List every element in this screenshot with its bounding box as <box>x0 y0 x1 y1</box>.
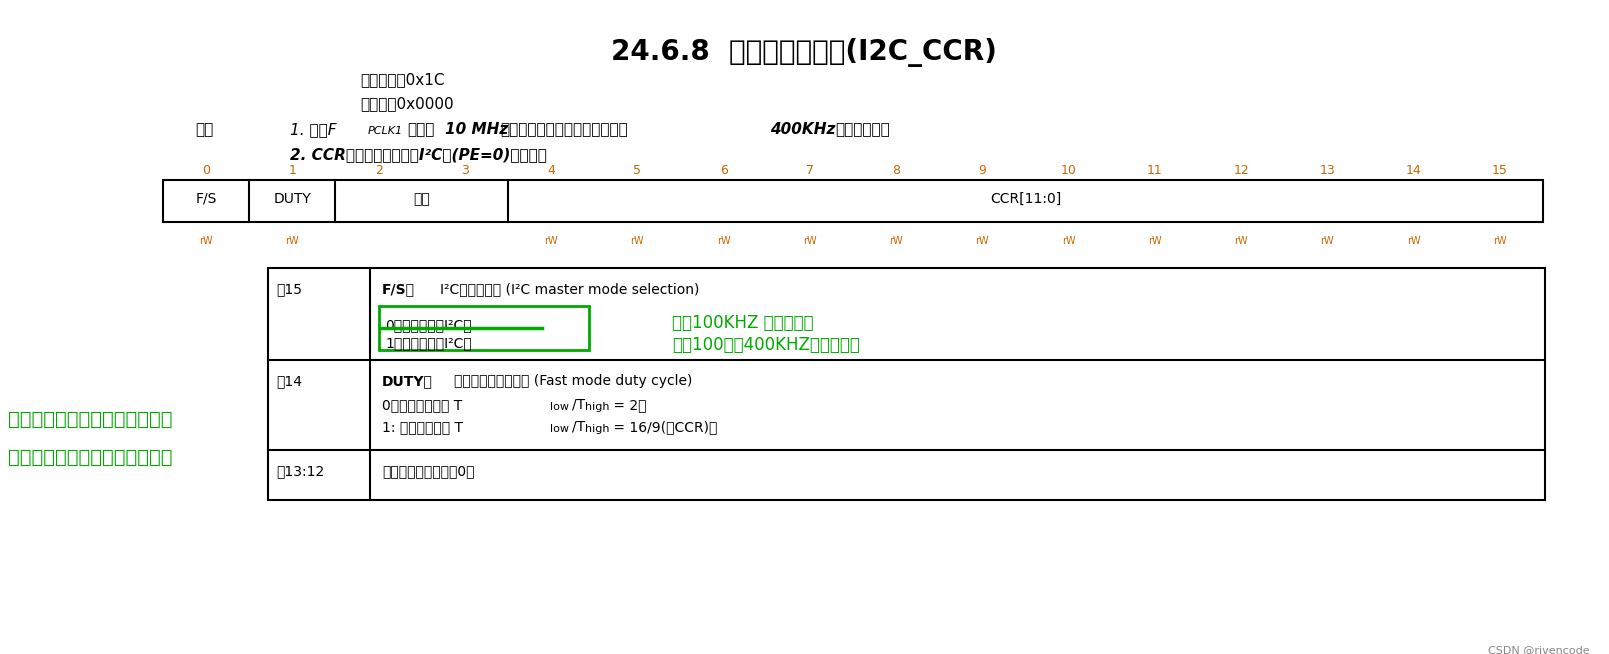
Text: rW: rW <box>1062 236 1075 246</box>
Bar <box>380 306 589 350</box>
Text: 的快速时钟。: 的快速时钟。 <box>835 122 890 137</box>
Text: 8: 8 <box>891 164 899 177</box>
Text: 位15: 位15 <box>277 282 302 296</box>
Text: rW: rW <box>200 236 212 246</box>
Text: 12: 12 <box>1232 164 1249 177</box>
Text: 7: 7 <box>806 164 814 177</box>
Text: rW: rW <box>718 236 730 246</box>
Text: 注：: 注： <box>195 122 214 137</box>
Text: 6: 6 <box>719 164 727 177</box>
Text: 2. CCR寄存器只有在关闭I²C时(PE=0)才能设置: 2. CCR寄存器只有在关闭I²C时(PE=0)才能设置 <box>290 147 547 162</box>
Text: 高于100小于400KHZ是快速模式: 高于100小于400KHZ是快速模式 <box>673 336 859 354</box>
Text: 1: 1 <box>288 164 296 177</box>
Text: rW: rW <box>631 236 644 246</box>
Text: 0: 0 <box>203 164 211 177</box>
Text: rW: rW <box>803 236 817 246</box>
Text: DUTY: DUTY <box>274 192 311 206</box>
Text: 15: 15 <box>1492 164 1508 177</box>
Text: rW: rW <box>975 236 990 246</box>
Text: low: low <box>550 402 570 412</box>
Text: 应当是: 应当是 <box>407 122 434 137</box>
Bar <box>163 180 1543 222</box>
Text: rW: rW <box>1149 236 1162 246</box>
Text: 保留位，硬件强制为0。: 保留位，硬件强制为0。 <box>381 464 475 478</box>
Text: 11: 11 <box>1147 164 1163 177</box>
Text: 只要我们输入时钟频率参数，初: 只要我们输入时钟频率参数，初 <box>8 410 172 429</box>
Text: 10: 10 <box>1060 164 1076 177</box>
Text: 1. 要求F: 1. 要求F <box>290 122 336 137</box>
Text: high: high <box>586 424 610 434</box>
Text: 1：快速模式的I²C。: 1：快速模式的I²C。 <box>385 336 471 350</box>
Text: CSDN @rivencode: CSDN @rivencode <box>1488 645 1590 654</box>
Text: rW: rW <box>544 236 558 246</box>
Text: rW: rW <box>1493 236 1506 246</box>
Text: 低于100KHZ 是标准模式: 低于100KHZ 是标准模式 <box>673 314 814 332</box>
Text: 9: 9 <box>978 164 986 177</box>
Text: rW: rW <box>1234 236 1249 246</box>
Text: 13: 13 <box>1319 164 1335 177</box>
Text: 始化函数会自动配置寄存器的値: 始化函数会自动配置寄存器的値 <box>8 448 172 467</box>
Text: 位14: 位14 <box>277 374 302 388</box>
Text: PCLK1: PCLK1 <box>368 126 404 136</box>
Text: I²C主模式选项 (I²C master mode selection): I²C主模式选项 (I²C master mode selection) <box>439 282 700 296</box>
Text: 地址偏移：0x1C: 地址偏移：0x1C <box>360 72 444 87</box>
Text: 400KHz: 400KHz <box>771 122 835 137</box>
Text: 保留: 保留 <box>414 192 430 206</box>
Text: /T: /T <box>573 420 586 434</box>
Text: 0：标准模式的I²C；: 0：标准模式的I²C； <box>385 318 471 332</box>
Text: 的整数倍，这样可以正确地产生: 的整数倍，这样可以正确地产生 <box>500 122 628 137</box>
Text: 1: 快速模式下： T: 1: 快速模式下： T <box>381 420 463 434</box>
Text: 2: 2 <box>375 164 383 177</box>
Text: 10 MHz: 10 MHz <box>446 122 508 137</box>
Text: = 16/9(见CCR)。: = 16/9(见CCR)。 <box>608 420 718 434</box>
Text: 0：快速模式下： T: 0：快速模式下： T <box>381 398 462 412</box>
Text: /T: /T <box>573 398 586 412</box>
Text: F/S: F/S <box>195 192 217 206</box>
Text: 5: 5 <box>634 164 642 177</box>
Text: 4: 4 <box>547 164 555 177</box>
Text: rW: rW <box>285 236 299 246</box>
Text: rW: rW <box>1321 236 1334 246</box>
Text: CCR[11:0]: CCR[11:0] <box>990 192 1060 206</box>
Text: high: high <box>586 402 610 412</box>
Text: 24.6.8  时钟控制寄存器(I2C_CCR): 24.6.8 时钟控制寄存器(I2C_CCR) <box>611 38 998 67</box>
Bar <box>269 268 1545 500</box>
Text: rW: rW <box>1406 236 1421 246</box>
Text: 14: 14 <box>1406 164 1421 177</box>
Text: rW: rW <box>890 236 903 246</box>
Text: 复位值：0x0000: 复位值：0x0000 <box>360 96 454 111</box>
Text: low: low <box>550 424 570 434</box>
Text: DUTY：: DUTY： <box>381 374 433 388</box>
Text: F/S：: F/S： <box>381 282 415 296</box>
Text: 3: 3 <box>460 164 468 177</box>
Text: 位13:12: 位13:12 <box>277 464 325 478</box>
Text: = 2；: = 2； <box>608 398 647 412</box>
Text: 快速模式时的占空比 (Fast mode duty cycle): 快速模式时的占空比 (Fast mode duty cycle) <box>454 374 692 388</box>
